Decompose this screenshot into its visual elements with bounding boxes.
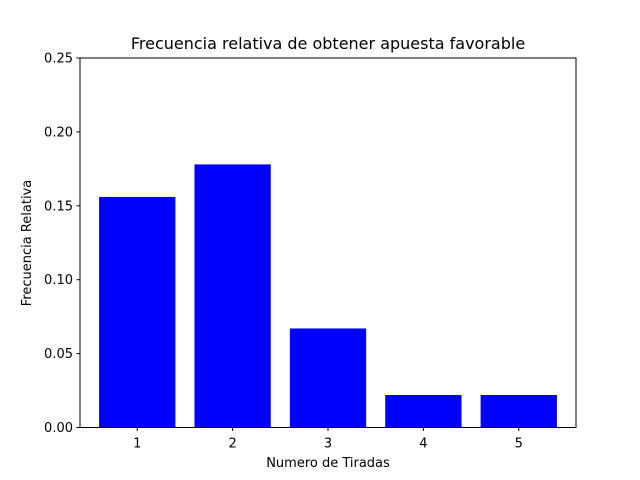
x-tick-label: 5 <box>515 437 523 452</box>
chart-title: Frecuencia relativa de obtener apuesta f… <box>131 34 525 53</box>
y-tick-label: 0.15 <box>44 199 73 214</box>
y-tick-label: 0.10 <box>44 273 73 288</box>
y-tick-label: 0.20 <box>44 125 73 140</box>
x-tick-label: 1 <box>133 437 141 452</box>
bar-5 <box>480 394 557 428</box>
x-tick-label: 3 <box>324 437 332 452</box>
y-tick-label: 0.05 <box>44 347 73 362</box>
y-axis: 0.00 0.05 0.10 0.15 0.20 0.25 <box>44 52 80 436</box>
bar-2 <box>194 164 271 428</box>
y-tick-label: 0.00 <box>44 421 73 436</box>
bars-group <box>99 164 557 428</box>
x-tick-label: 4 <box>419 437 427 452</box>
x-tick-label: 2 <box>228 437 236 452</box>
x-axis: 1 2 3 4 5 <box>133 427 523 452</box>
bar-3 <box>289 328 367 428</box>
y-tick-label: 0.25 <box>44 52 73 67</box>
bar-4 <box>385 394 462 428</box>
x-axis-label: Numero de Tiradas <box>266 456 390 471</box>
y-axis-label: Frecuencia Relativa <box>20 180 35 306</box>
bar-1 <box>99 196 176 428</box>
